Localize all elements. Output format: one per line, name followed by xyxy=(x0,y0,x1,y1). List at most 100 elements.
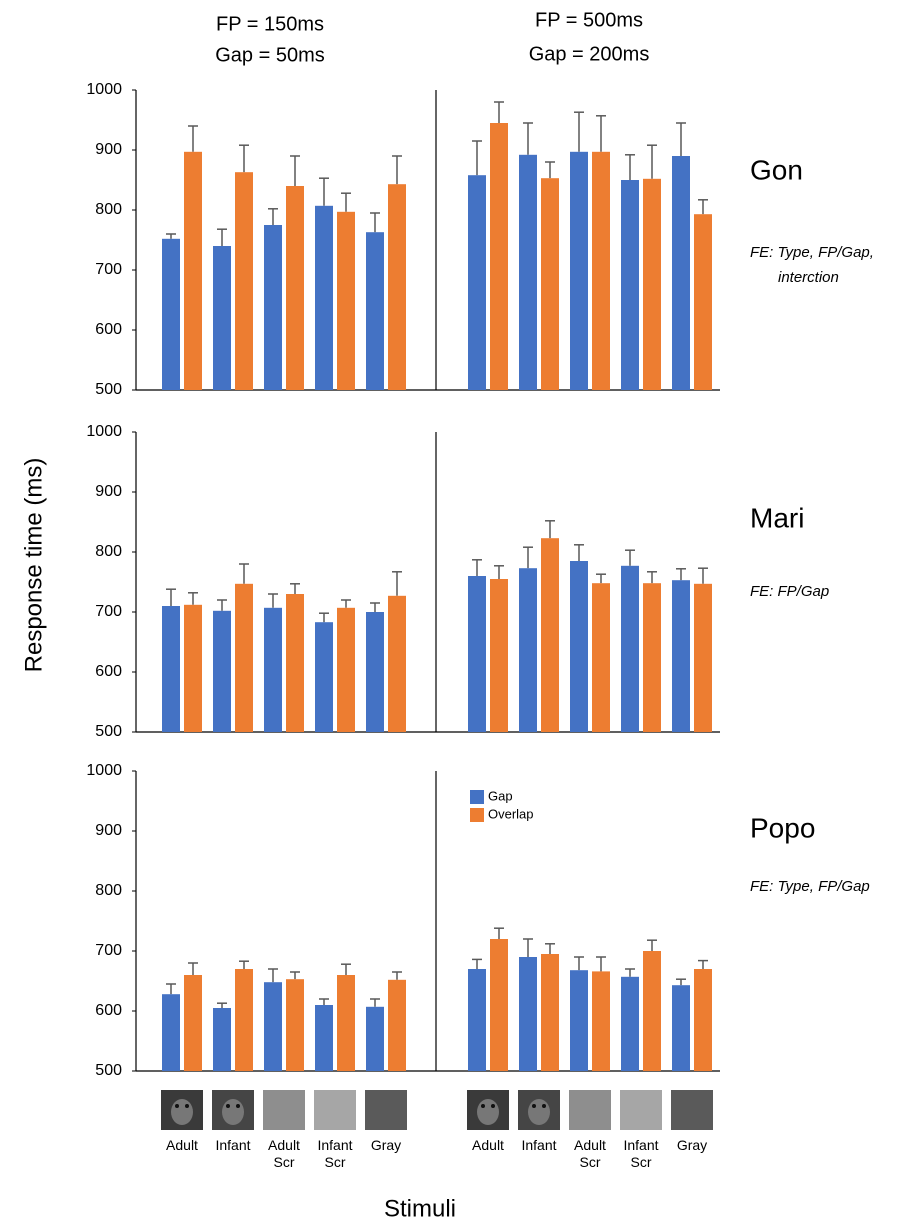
y-axis-label: Response time (ms) xyxy=(20,458,47,673)
y-tick-label: 500 xyxy=(95,723,122,740)
bar xyxy=(235,584,253,732)
y-tick-label: 600 xyxy=(95,1002,122,1019)
stimulus-eye xyxy=(532,1104,536,1108)
bar xyxy=(337,608,355,732)
category-label: Adult Scr xyxy=(259,1137,309,1171)
y-tick-label: 1000 xyxy=(86,762,122,779)
y-tick-label: 600 xyxy=(95,663,122,680)
bar xyxy=(468,175,486,390)
bar xyxy=(213,1008,231,1071)
bar xyxy=(621,977,639,1071)
bar xyxy=(388,980,406,1071)
bar xyxy=(541,178,559,390)
bar xyxy=(541,538,559,732)
y-tick-label: 600 xyxy=(95,321,122,338)
stimulus-eye xyxy=(481,1104,485,1108)
stimulus-eye xyxy=(185,1104,189,1108)
category-label: Infant xyxy=(514,1137,564,1154)
bar xyxy=(621,566,639,732)
bar xyxy=(184,605,202,732)
stimulus-eye xyxy=(542,1104,546,1108)
bar xyxy=(643,179,661,390)
bar xyxy=(315,1005,333,1071)
stimulus-face xyxy=(528,1099,550,1125)
stimulus-face xyxy=(171,1099,193,1125)
bar xyxy=(570,152,588,390)
row-note: FE: Type, FP/Gap xyxy=(750,878,870,895)
panel-title: Gap = 200ms xyxy=(529,43,650,65)
category-label: Gray xyxy=(667,1137,717,1154)
panel-title: Gap = 50ms xyxy=(215,44,325,66)
bar xyxy=(286,186,304,390)
y-tick-label: 900 xyxy=(95,141,122,158)
bar xyxy=(264,982,282,1071)
stimulus-image xyxy=(263,1090,305,1130)
bar xyxy=(672,156,690,390)
y-tick-label: 800 xyxy=(95,882,122,899)
bar xyxy=(621,180,639,390)
bar xyxy=(519,957,537,1071)
legend-swatch xyxy=(470,790,484,804)
bar xyxy=(388,184,406,390)
panel-title: FP = 500ms xyxy=(535,9,643,31)
legend-swatch xyxy=(470,808,484,822)
stimulus-face xyxy=(222,1099,244,1125)
category-label: Adult xyxy=(157,1137,207,1154)
page: Response time (ms) Stimuli FP = 150ms Gap… xyxy=(0,0,904,1228)
bar xyxy=(468,576,486,732)
bar xyxy=(162,239,180,390)
category-label: Adult Scr xyxy=(565,1137,615,1171)
bar xyxy=(286,594,304,732)
y-tick-label: 800 xyxy=(95,543,122,560)
bar xyxy=(570,970,588,1071)
bar xyxy=(592,971,610,1071)
bar xyxy=(337,975,355,1071)
bar xyxy=(388,596,406,732)
y-tick-label: 800 xyxy=(95,201,122,218)
bar xyxy=(286,979,304,1071)
bar xyxy=(643,583,661,732)
bar xyxy=(490,939,508,1071)
bar xyxy=(643,951,661,1071)
bar xyxy=(162,606,180,732)
stimulus-face xyxy=(477,1099,499,1125)
row-label: Popo xyxy=(750,812,815,843)
bar xyxy=(213,611,231,732)
bar xyxy=(541,954,559,1071)
row-label: Gon xyxy=(750,154,803,185)
y-tick-label: 900 xyxy=(95,483,122,500)
bar xyxy=(235,969,253,1071)
panel-title: FP = 150ms xyxy=(216,13,324,35)
bar xyxy=(570,561,588,732)
x-axis-label: Stimuli xyxy=(384,1195,456,1222)
bar xyxy=(694,969,712,1071)
category-label: Infant Scr xyxy=(616,1137,666,1171)
y-tick-label: 700 xyxy=(95,603,122,620)
bar xyxy=(235,172,253,390)
bar xyxy=(490,579,508,732)
y-tick-label: 700 xyxy=(95,942,122,959)
row-note: interction xyxy=(778,269,839,286)
bar xyxy=(366,612,384,732)
bar xyxy=(162,994,180,1071)
stimulus-eye xyxy=(491,1104,495,1108)
y-tick-label: 1000 xyxy=(86,81,122,98)
category-label: Infant xyxy=(208,1137,258,1154)
legend-label: Overlap xyxy=(488,806,534,821)
bar xyxy=(184,975,202,1071)
row-note: FE: FP/Gap xyxy=(750,583,829,600)
bar xyxy=(315,622,333,732)
legend-label: Gap xyxy=(488,788,513,803)
stimulus-eye xyxy=(236,1104,240,1108)
row-label: Mari xyxy=(750,502,804,533)
bar xyxy=(592,152,610,390)
stimulus-image xyxy=(620,1090,662,1130)
y-tick-label: 900 xyxy=(95,822,122,839)
bar xyxy=(184,152,202,390)
bar xyxy=(490,123,508,390)
y-tick-label: 1000 xyxy=(86,423,122,440)
bar xyxy=(694,214,712,390)
category-label: Gray xyxy=(361,1137,411,1154)
bar xyxy=(468,969,486,1071)
y-tick-label: 500 xyxy=(95,1062,122,1079)
